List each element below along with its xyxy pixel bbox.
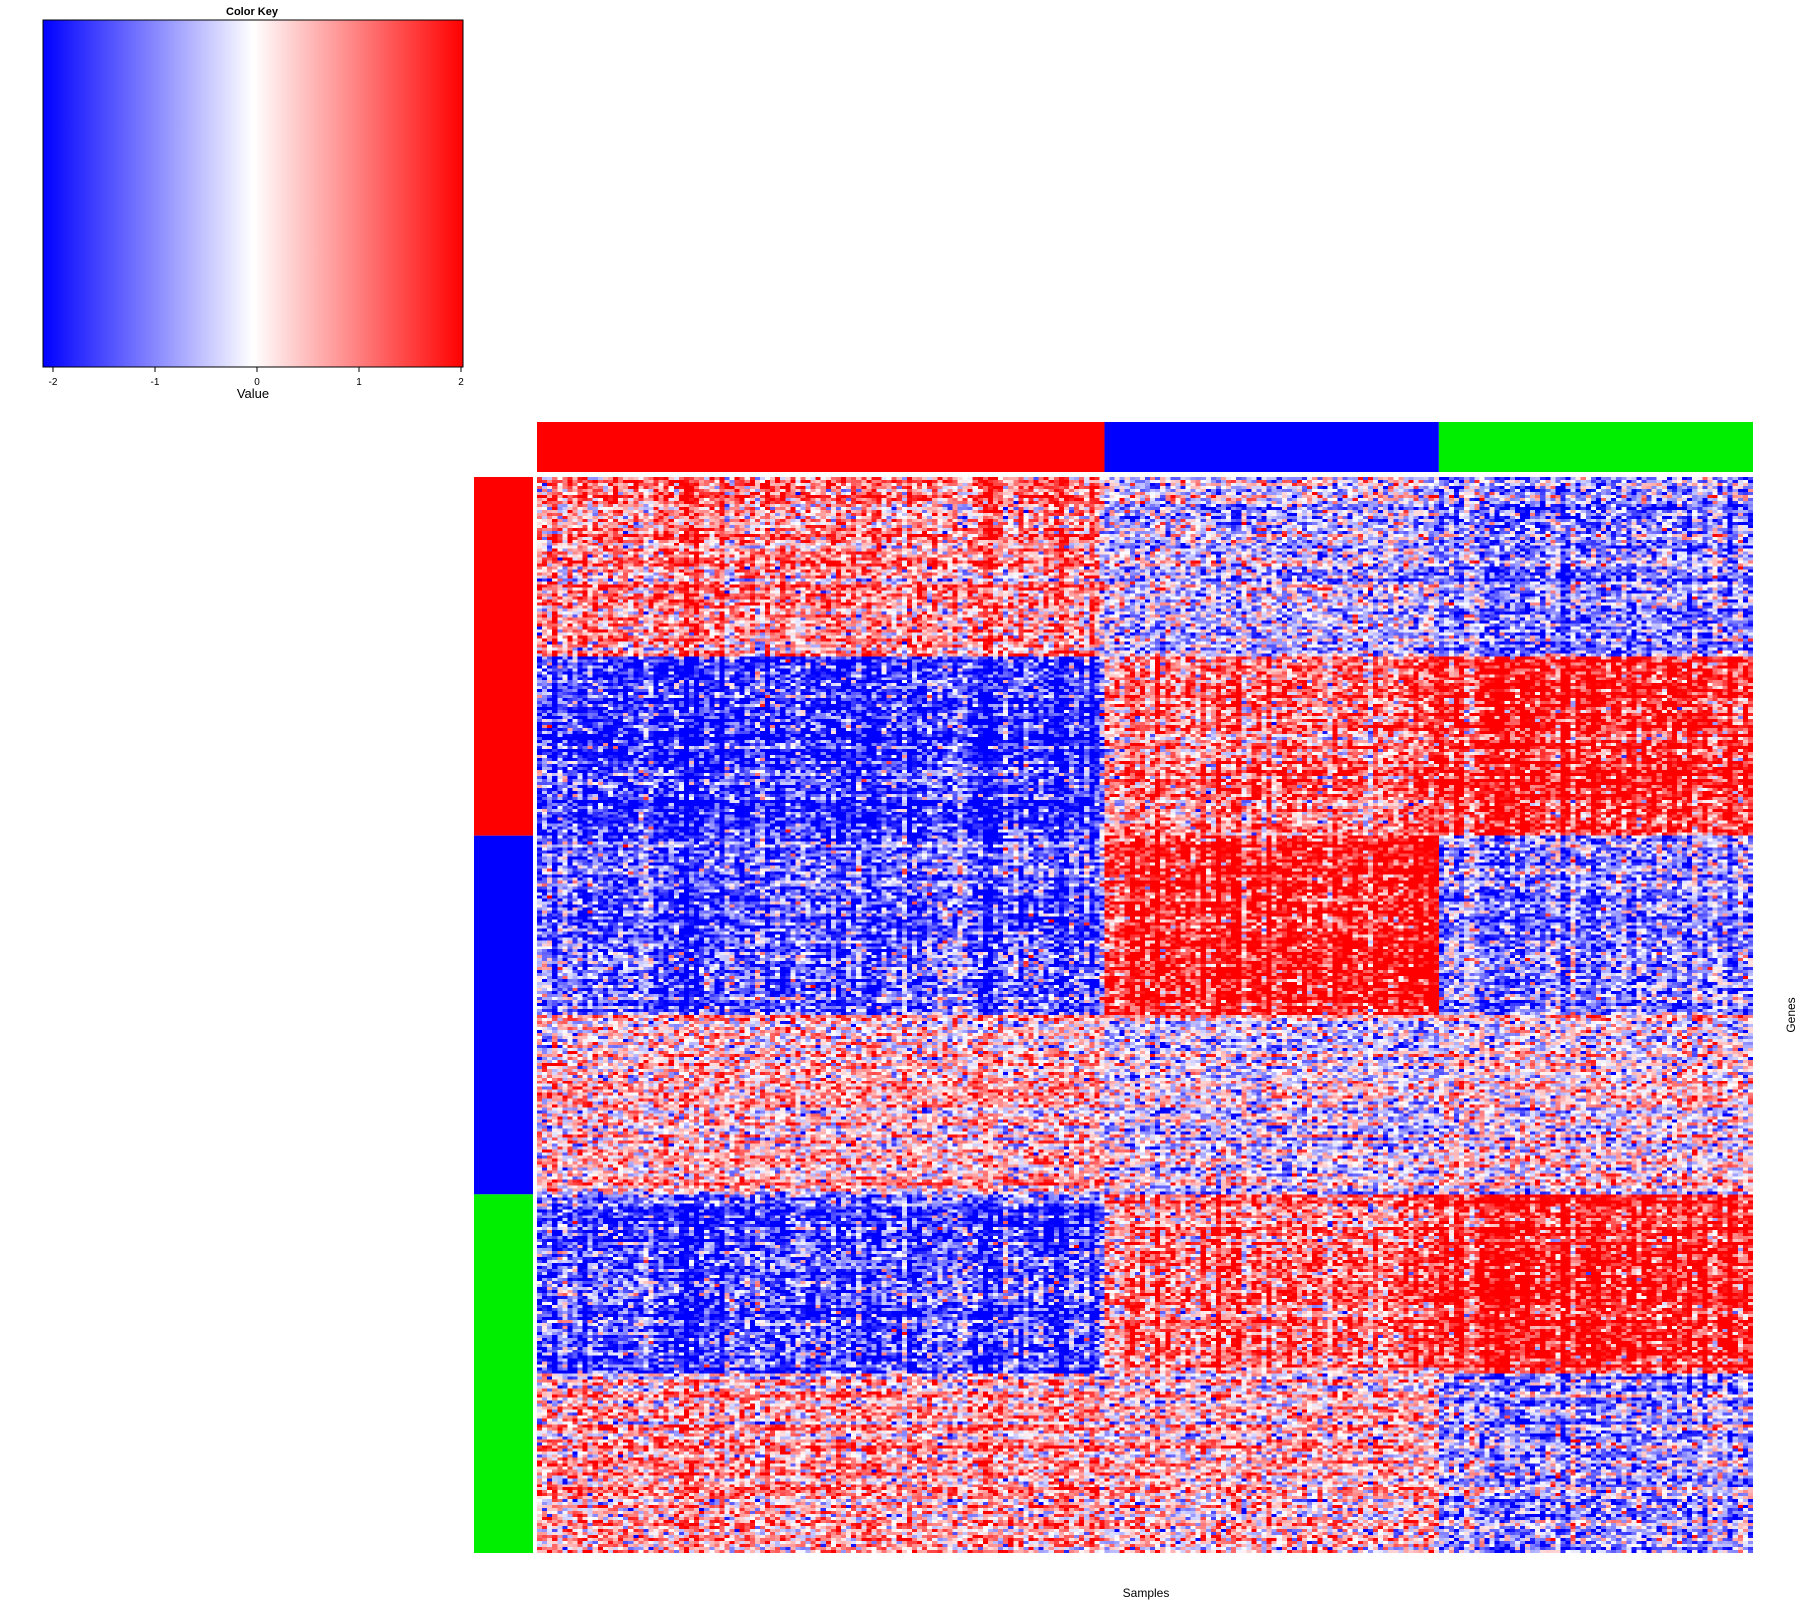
gene-group-bar <box>474 477 533 1553</box>
color-key: Color Key -2 -1 0 1 2 Value <box>42 6 464 401</box>
sample-group-swatch <box>1104 422 1439 472</box>
sample-group-bar <box>537 422 1753 472</box>
gene-group-swatch <box>474 1194 533 1553</box>
gene-group-swatch <box>474 835 533 1195</box>
color-key-tick-label: -1 <box>151 377 160 388</box>
color-key-tick-label: 2 <box>458 377 464 388</box>
color-key-tick-label: 0 <box>254 377 260 388</box>
y-axis-label: Genes <box>1784 997 1798 1032</box>
color-key-title: Color Key <box>226 6 279 18</box>
sample-group-swatch <box>537 422 1105 472</box>
color-key-tick-label: 1 <box>356 377 362 388</box>
x-axis-label: Samples <box>1123 1586 1170 1600</box>
gene-group-swatch <box>474 477 533 836</box>
color-key-gradient <box>42 19 464 368</box>
heatmap-cells <box>537 477 1753 1553</box>
color-key-tick-label: -2 <box>49 377 58 388</box>
sample-group-swatch <box>1438 422 1753 472</box>
color-key-label: Value <box>237 386 269 401</box>
color-key-ticks: -2 -1 0 1 2 <box>49 367 464 388</box>
